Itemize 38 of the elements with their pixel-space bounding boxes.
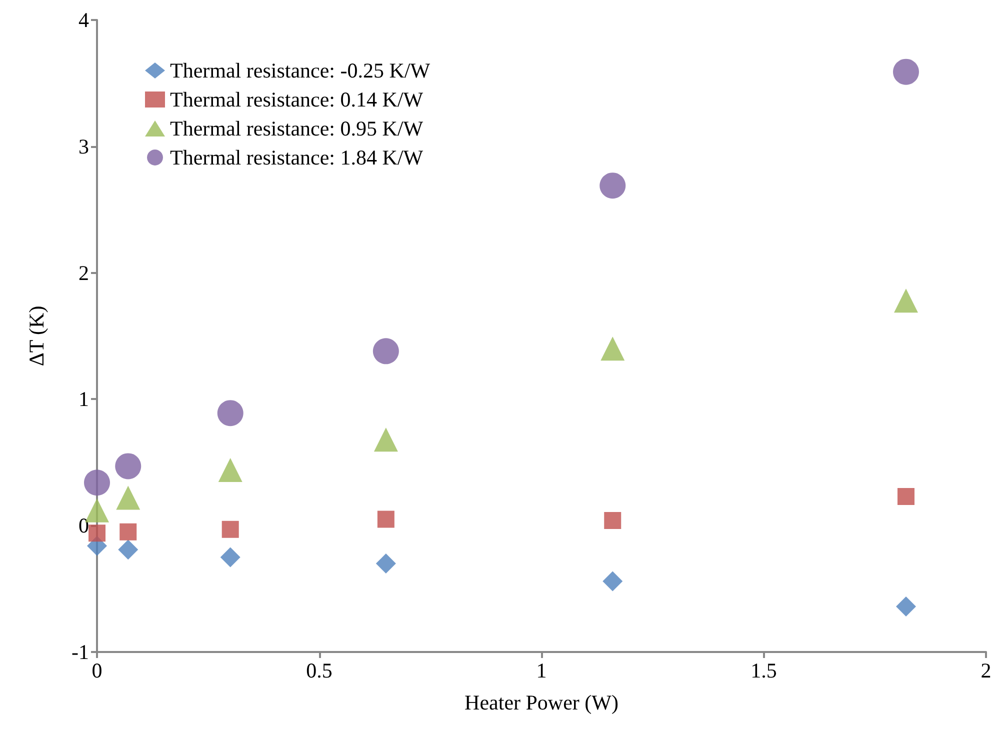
- point: [84, 470, 110, 496]
- x-tick-label: 2: [980, 658, 992, 682]
- point: [897, 488, 914, 506]
- point: [88, 524, 106, 542]
- point: [600, 336, 625, 361]
- x-tick-label: 0.5: [306, 658, 332, 682]
- y-tick-label: 3: [78, 134, 89, 158]
- point: [896, 596, 916, 616]
- point: [894, 288, 918, 313]
- legend-label: Thermal resistance: -0.25 K/W: [170, 58, 430, 82]
- point: [120, 523, 137, 540]
- legend-label: Thermal resistance: 1.84 K/W: [170, 146, 424, 170]
- y-tick-label: 2: [78, 260, 89, 285]
- x-tick-label: 1: [536, 658, 547, 682]
- x-axis-title: Heater Power (W): [464, 690, 618, 714]
- point: [600, 172, 626, 199]
- point: [222, 520, 239, 538]
- point: [376, 554, 396, 574]
- point: [116, 486, 140, 510]
- y-axis-title: ΔT (K): [24, 306, 48, 366]
- point: [372, 338, 399, 364]
- y-tick-label: -1: [72, 640, 89, 664]
- point: [377, 510, 394, 528]
- point: [602, 571, 623, 592]
- point: [217, 400, 244, 426]
- x-tick-label: 1.5: [750, 658, 777, 682]
- point: [604, 512, 622, 530]
- point: [220, 547, 240, 568]
- legend-label: Thermal resistance: 0.95 K/W: [170, 116, 424, 140]
- point: [118, 540, 138, 560]
- y-tick-label: 0: [78, 514, 89, 538]
- legend-label: Thermal resistance: 0.14 K/W: [170, 88, 424, 112]
- point: [115, 453, 142, 480]
- y-tick-label: 4: [78, 8, 90, 32]
- y-tick-label: 1: [78, 387, 89, 412]
- point: [374, 428, 398, 452]
- point: [893, 58, 919, 85]
- point: [218, 458, 242, 482]
